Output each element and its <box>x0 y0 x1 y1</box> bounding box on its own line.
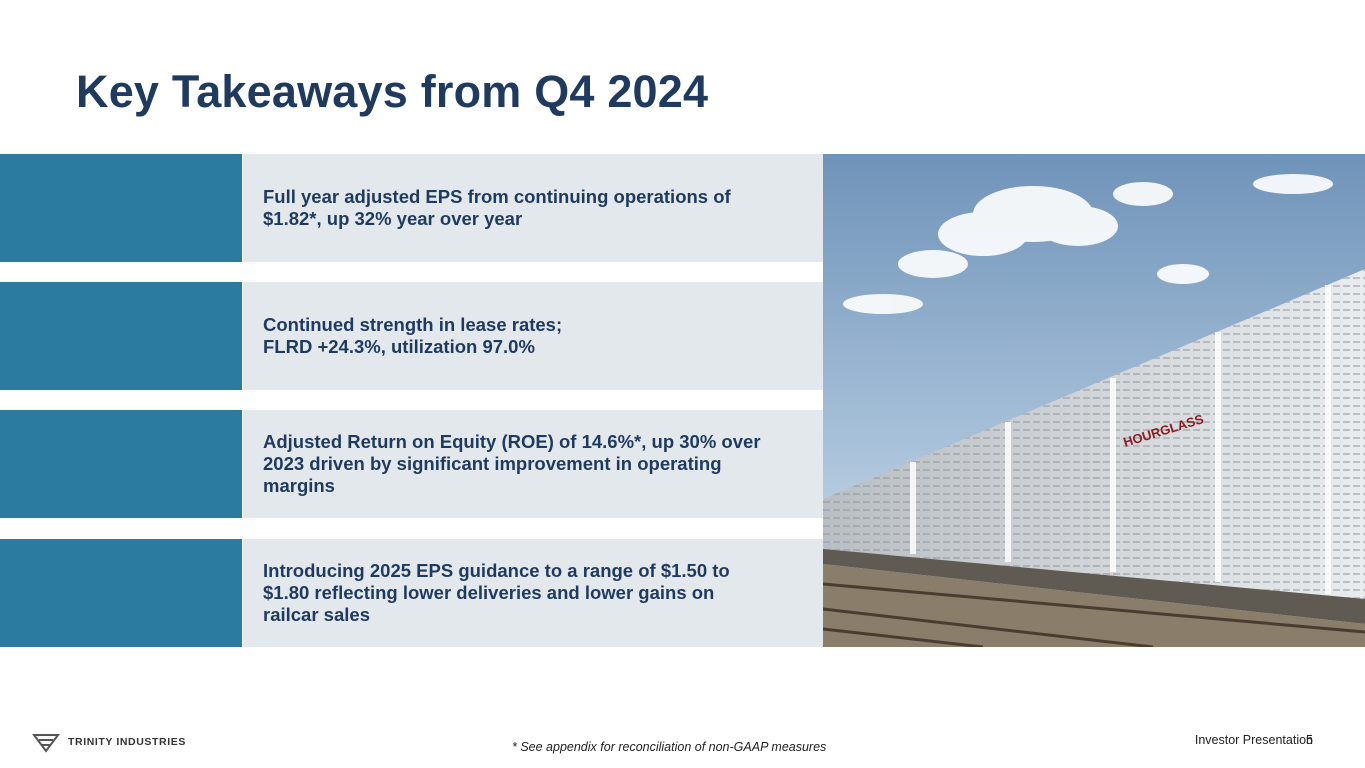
company-logo: TRINITY INDUSTRIES <box>32 731 186 753</box>
trinity-logo-icon <box>32 734 60 753</box>
takeaway-row: Full year adjusted EPS from continuing o… <box>0 154 823 262</box>
footnote: * See appendix for reconciliation of non… <box>512 740 827 754</box>
takeaway-row: Adjusted Return on Equity (ROE) of 14.6%… <box>0 410 823 518</box>
accent-block <box>0 282 242 390</box>
takeaway-panel: Introducing 2025 EPS guidance to a range… <box>243 539 823 647</box>
logo-text: TRINITY INDUSTRIES <box>68 736 186 748</box>
page-number: 5 <box>1306 733 1313 747</box>
takeaway-text: Full year adjusted EPS from continuing o… <box>263 186 731 229</box>
takeaway-row: Introducing 2025 EPS guidance to a range… <box>0 539 823 647</box>
presentation-label: Investor Presentation <box>1194 733 1313 747</box>
accent-block <box>0 154 242 262</box>
page-title: Key Takeaways from Q4 2024 <box>76 66 709 117</box>
takeaway-panel: Continued strength in lease rates; FLRD … <box>243 282 823 390</box>
railcar-photo: HOURGLASS <box>823 154 1365 647</box>
takeaway-row: Continued strength in lease rates; FLRD … <box>0 282 823 390</box>
accent-block <box>0 539 242 647</box>
takeaway-text: Continued strength in lease rates; FLRD … <box>263 314 563 357</box>
takeaway-panel: Full year adjusted EPS from continuing o… <box>243 154 823 262</box>
accent-block <box>0 410 242 518</box>
takeaway-panel: Adjusted Return on Equity (ROE) of 14.6%… <box>243 410 823 518</box>
takeaway-text: Adjusted Return on Equity (ROE) of 14.6%… <box>263 431 761 496</box>
takeaway-text: Introducing 2025 EPS guidance to a range… <box>263 560 730 625</box>
